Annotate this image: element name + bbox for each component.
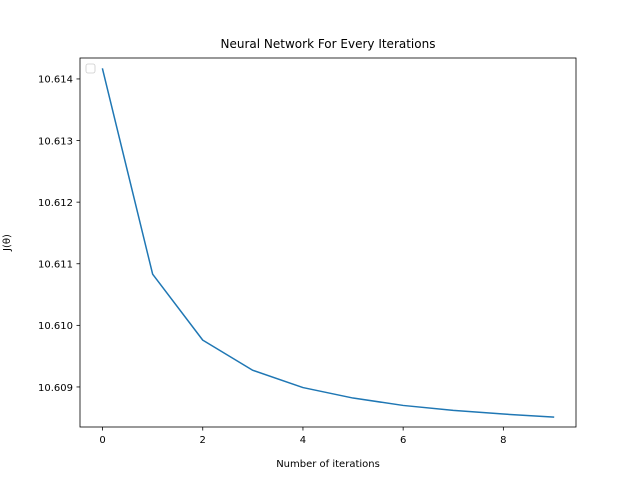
x-tick-label: 4	[300, 435, 306, 446]
x-axis-label: Number of iterations	[276, 459, 380, 470]
x-tick-label: 0	[99, 435, 105, 446]
chart-title: Neural Network For Every Iterations	[221, 37, 436, 51]
y-axis-ticks: 10.609 10.610 10.611 10.612 10.613 10.614	[38, 75, 80, 394]
axes-frame	[79, 57, 577, 428]
y-tick-label: 10.614	[38, 75, 73, 86]
x-tick-label: 2	[200, 435, 206, 446]
data-series	[101, 68, 555, 418]
x-axis-ticks: 0 2 4 6 8	[99, 427, 507, 446]
x-tick-label: 8	[500, 435, 506, 446]
y-tick-label: 10.611	[38, 260, 73, 271]
legend-box	[85, 63, 96, 74]
series-line	[101, 68, 555, 418]
y-tick-label: 10.609	[38, 383, 73, 394]
y-tick-label: 10.613	[38, 136, 73, 147]
x-tick-label: 6	[400, 435, 406, 446]
y-tick-label: 10.610	[38, 321, 73, 332]
y-tick-label: 10.612	[38, 198, 73, 209]
y-axis-label: J(θ)	[2, 234, 13, 252]
